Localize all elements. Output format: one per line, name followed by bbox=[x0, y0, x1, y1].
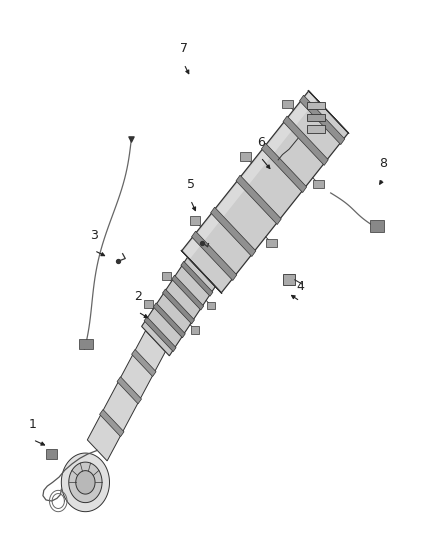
Polygon shape bbox=[172, 275, 204, 310]
Polygon shape bbox=[191, 231, 237, 280]
Text: 5: 5 bbox=[187, 179, 194, 191]
Polygon shape bbox=[46, 449, 57, 459]
Polygon shape bbox=[117, 377, 141, 404]
Polygon shape bbox=[283, 116, 328, 165]
Polygon shape bbox=[308, 90, 349, 134]
Polygon shape bbox=[282, 100, 293, 108]
Polygon shape bbox=[99, 409, 124, 437]
Polygon shape bbox=[283, 274, 295, 285]
Polygon shape bbox=[76, 471, 95, 494]
Polygon shape bbox=[183, 92, 317, 259]
Text: 8: 8 bbox=[379, 157, 387, 170]
Point bbox=[199, 238, 206, 247]
Polygon shape bbox=[314, 180, 324, 188]
Text: 6: 6 bbox=[257, 136, 265, 149]
Polygon shape bbox=[162, 272, 171, 280]
Polygon shape bbox=[307, 125, 325, 133]
Polygon shape bbox=[240, 152, 251, 161]
Polygon shape bbox=[307, 102, 325, 109]
Polygon shape bbox=[87, 330, 166, 461]
Text: 1: 1 bbox=[29, 418, 37, 431]
Polygon shape bbox=[261, 143, 307, 192]
Polygon shape bbox=[191, 326, 199, 334]
Polygon shape bbox=[144, 300, 152, 308]
Polygon shape bbox=[236, 175, 281, 224]
Polygon shape bbox=[370, 220, 384, 232]
Text: 3: 3 bbox=[90, 229, 98, 242]
Polygon shape bbox=[207, 302, 215, 309]
Polygon shape bbox=[266, 239, 277, 247]
Polygon shape bbox=[153, 303, 185, 338]
Text: 7: 7 bbox=[180, 43, 188, 55]
Point bbox=[128, 134, 135, 143]
Polygon shape bbox=[181, 250, 222, 294]
Polygon shape bbox=[211, 207, 256, 256]
Text: 2: 2 bbox=[134, 290, 142, 303]
Polygon shape bbox=[79, 339, 93, 349]
Polygon shape bbox=[61, 453, 110, 512]
Polygon shape bbox=[144, 317, 176, 352]
Polygon shape bbox=[181, 261, 213, 296]
Polygon shape bbox=[307, 114, 325, 121]
Polygon shape bbox=[190, 216, 200, 225]
Polygon shape bbox=[162, 289, 194, 324]
Polygon shape bbox=[141, 257, 215, 356]
Polygon shape bbox=[131, 350, 156, 376]
Point bbox=[115, 257, 122, 265]
Polygon shape bbox=[182, 91, 348, 293]
Polygon shape bbox=[300, 95, 345, 144]
Text: 4: 4 bbox=[296, 280, 304, 293]
Polygon shape bbox=[69, 462, 102, 503]
